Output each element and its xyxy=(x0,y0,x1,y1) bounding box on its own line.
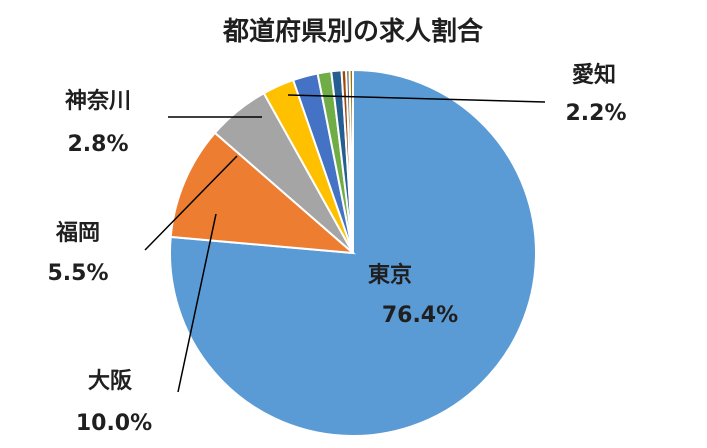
leader-line-aichi xyxy=(287,94,546,103)
label-fukuoka-name: 福岡 xyxy=(55,221,100,246)
leader-line-osaka xyxy=(177,213,217,393)
pie-slice-osaka xyxy=(169,131,356,255)
leader-lines xyxy=(144,94,546,393)
leader-line-fukuoka xyxy=(144,155,238,251)
pie-slice-other5 xyxy=(348,68,354,254)
label-tokyo-name: 東京 xyxy=(368,262,412,288)
label-osaka-name: 大阪 xyxy=(88,369,132,394)
chart-title: 都道府県別の求人割合 xyxy=(222,16,484,47)
label-fukuoka-value: 5.5% xyxy=(47,261,108,286)
label-aichi-value: 2.2% xyxy=(565,101,626,126)
pie-slices xyxy=(169,68,537,437)
label-kanagawa-name: 神奈川 xyxy=(65,88,131,114)
label-tokyo-value: 76.4% xyxy=(382,303,458,328)
label-aichi-name: 愛知 xyxy=(572,62,616,88)
label-osaka-value: 10.0% xyxy=(76,411,152,436)
label-kanagawa-value: 2.8% xyxy=(67,132,128,157)
